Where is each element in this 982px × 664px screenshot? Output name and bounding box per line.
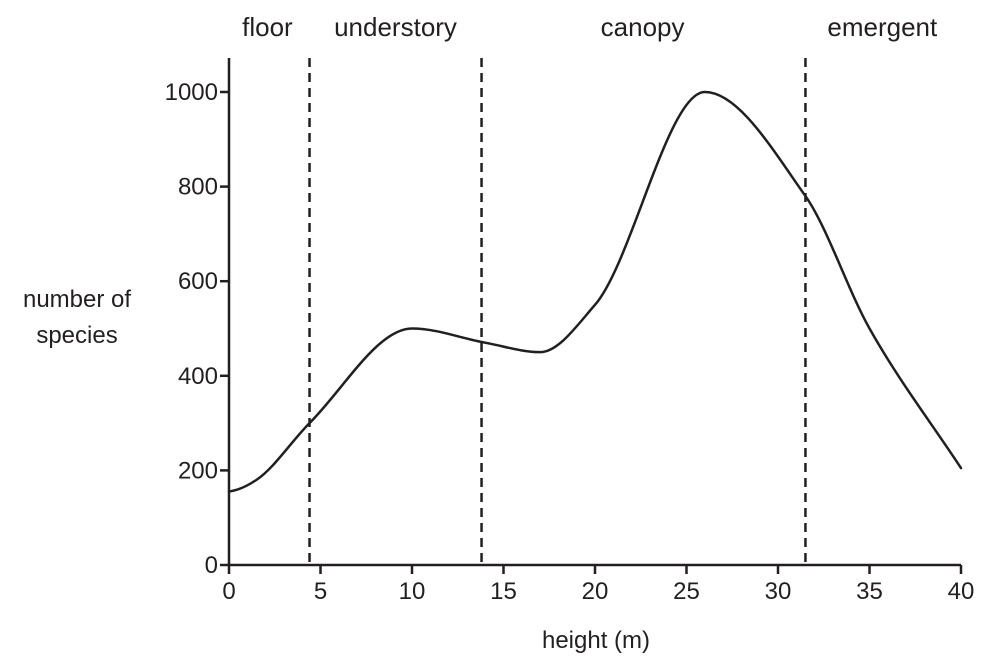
- x-tick-label: 40: [948, 578, 975, 605]
- x-axis-ticks: 0 5 10 15 20 25 30 35 40: [222, 565, 974, 605]
- x-tick-label: 0: [222, 578, 235, 605]
- region-label-floor: floor: [242, 12, 293, 42]
- y-axis-ticks: 0 200 400 600 800 1000: [165, 79, 229, 579]
- x-tick-label: 10: [399, 578, 426, 605]
- region-label-emergent: emergent: [827, 12, 938, 42]
- y-tick-label: 600: [178, 268, 218, 295]
- x-tick-label: 25: [673, 578, 700, 605]
- y-tick-label: 200: [178, 457, 218, 484]
- region-labels: floor understory canopy emergent: [242, 12, 938, 42]
- series-line-number-of-species: [227, 90, 963, 493]
- y-axis-title-line-2: species: [36, 322, 117, 349]
- x-tick-label: 35: [856, 578, 883, 605]
- region-label-canopy: canopy: [601, 12, 685, 42]
- x-tick-label: 15: [490, 578, 517, 605]
- y-tick-label: 400: [178, 363, 218, 390]
- x-tick-label: 5: [314, 578, 327, 605]
- y-axis-title-line-1: number of: [23, 286, 131, 313]
- y-tick-label: 0: [205, 552, 218, 579]
- layer-dividers: [308, 58, 807, 565]
- y-tick-label: 800: [178, 174, 218, 201]
- y-tick-label: 1000: [165, 79, 218, 106]
- region-label-understory: understory: [334, 12, 457, 42]
- x-axis-title: height (m): [542, 627, 650, 654]
- x-tick-label: 30: [765, 578, 792, 605]
- x-tick-label: 20: [582, 578, 609, 605]
